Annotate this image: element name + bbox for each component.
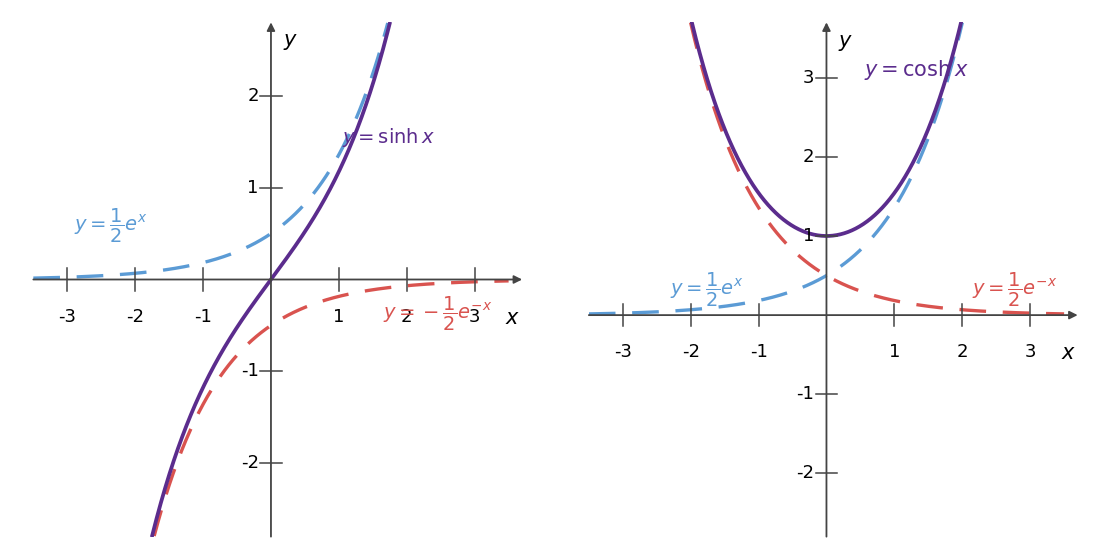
- Text: -1: -1: [750, 343, 768, 361]
- Text: $y = \cosh x$: $y = \cosh x$: [864, 58, 969, 82]
- Text: x: x: [1061, 343, 1074, 363]
- Text: -3: -3: [58, 308, 77, 326]
- Text: 3: 3: [469, 308, 480, 326]
- Text: 3: 3: [1024, 343, 1035, 361]
- Text: y: y: [283, 30, 296, 50]
- Text: -1: -1: [194, 308, 212, 326]
- Text: 3: 3: [803, 69, 814, 87]
- Text: 2: 2: [803, 148, 814, 166]
- Text: -2: -2: [241, 454, 259, 472]
- Text: 1: 1: [889, 343, 900, 361]
- Text: -1: -1: [797, 385, 814, 403]
- Text: -2: -2: [127, 308, 144, 326]
- Text: $y = \dfrac{1}{2}e^{x}$: $y = \dfrac{1}{2}e^{x}$: [670, 271, 744, 309]
- Text: -3: -3: [613, 343, 632, 361]
- Text: $y = -\dfrac{1}{2}e^{-x}$: $y = -\dfrac{1}{2}e^{-x}$: [383, 295, 492, 333]
- Text: 2: 2: [248, 87, 259, 105]
- Text: 2: 2: [957, 343, 968, 361]
- Text: 1: 1: [803, 227, 814, 245]
- Text: -2: -2: [682, 343, 700, 361]
- Text: 2: 2: [401, 308, 412, 326]
- Text: $y = \dfrac{1}{2}e^{-x}$: $y = \dfrac{1}{2}e^{-x}$: [972, 271, 1058, 309]
- Text: $y = \sinh x$: $y = \sinh x$: [342, 126, 436, 149]
- Text: y: y: [839, 31, 851, 51]
- Text: 1: 1: [248, 179, 259, 197]
- Text: -1: -1: [241, 362, 259, 380]
- Text: $y = \dfrac{1}{2}e^{x}$: $y = \dfrac{1}{2}e^{x}$: [74, 207, 148, 245]
- Text: -2: -2: [797, 465, 814, 482]
- Text: x: x: [506, 308, 519, 328]
- Text: 1: 1: [333, 308, 344, 326]
